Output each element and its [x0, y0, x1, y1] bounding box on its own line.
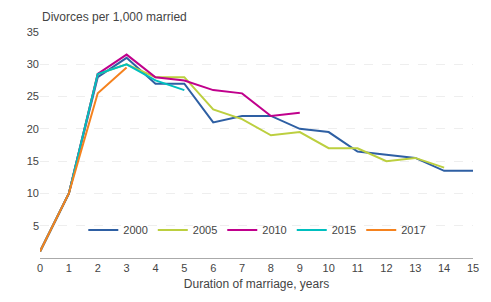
svg-text:2015: 2015 — [332, 224, 356, 236]
svg-text:2010: 2010 — [262, 224, 286, 236]
svg-text:30: 30 — [27, 58, 39, 70]
svg-text:9: 9 — [297, 262, 303, 274]
svg-text:10: 10 — [323, 262, 335, 274]
svg-text:35: 35 — [27, 26, 39, 38]
svg-text:2005: 2005 — [193, 224, 217, 236]
svg-text:10: 10 — [27, 187, 39, 199]
svg-text:13: 13 — [409, 262, 421, 274]
svg-text:6: 6 — [210, 262, 216, 274]
svg-text:20: 20 — [27, 123, 39, 135]
svg-text:1: 1 — [66, 262, 72, 274]
svg-text:2000: 2000 — [123, 224, 147, 236]
svg-text:0: 0 — [37, 262, 43, 274]
svg-text:4: 4 — [152, 262, 158, 274]
svg-text:Duration of marriage, years: Duration of marriage, years — [184, 277, 329, 291]
svg-text:12: 12 — [380, 262, 392, 274]
svg-text:15: 15 — [27, 155, 39, 167]
svg-text:8: 8 — [268, 262, 274, 274]
svg-text:5: 5 — [33, 220, 39, 232]
svg-text:Divorces per 1,000 married: Divorces per 1,000 married — [42, 10, 187, 24]
svg-text:2: 2 — [95, 262, 101, 274]
svg-text:15: 15 — [467, 262, 479, 274]
svg-text:5: 5 — [181, 262, 187, 274]
svg-text:11: 11 — [352, 262, 363, 274]
svg-text:3: 3 — [124, 262, 130, 274]
svg-text:25: 25 — [27, 90, 39, 102]
svg-text:7: 7 — [239, 262, 245, 274]
svg-text:2017: 2017 — [401, 224, 425, 236]
svg-text:14: 14 — [438, 262, 450, 274]
